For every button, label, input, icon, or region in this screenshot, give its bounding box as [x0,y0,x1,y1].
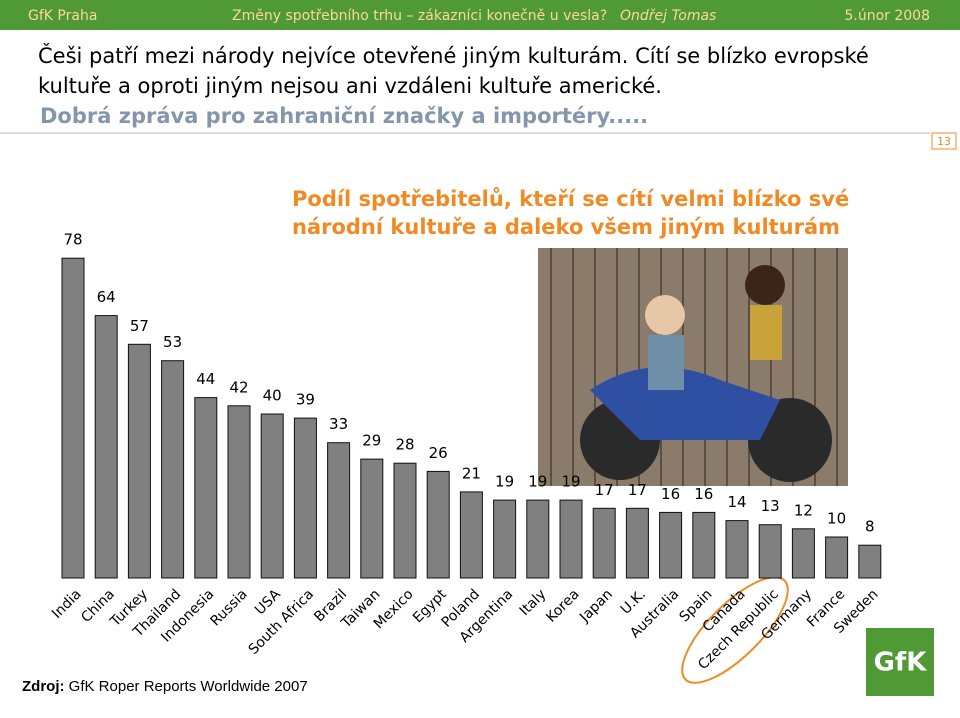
logo-box [866,628,934,696]
bar [127,343,151,579]
value-label: 29 [362,432,381,450]
value-label: 16 [694,485,713,503]
value-label: 40 [263,387,282,405]
bar [327,442,351,579]
bar [559,499,583,579]
value-label: 39 [296,391,315,409]
source: Zdroj: GfK Roper Reports Worldwide 2007 [22,678,308,695]
header-date: 5.únor 2008 [844,8,930,24]
header-org: GfK Praha [28,8,97,24]
value-label: 10 [827,510,846,528]
value-label: 44 [196,370,215,388]
bar [260,413,284,579]
bar [825,536,849,579]
header-topic: Změny spotřebního trhu – zákazníci koneč… [232,8,607,24]
bar [459,491,483,579]
bar [592,507,616,579]
bar [61,257,85,579]
page-number: 13 [937,135,951,148]
headline: kultuře a oproti jiným nejsou ani vzdále… [38,74,662,98]
headline-highlight: Dobrá zpráva pro zahraniční značky a imp… [40,104,648,128]
bar [758,524,782,579]
value-label: 19 [561,473,580,491]
value-label: 57 [130,317,149,335]
chart-title: národní kultuře a daleko všem jiným kult… [292,215,840,239]
bar [625,507,649,579]
value-label: 8 [865,518,875,536]
headline: Češi patří mezi národy nejvíce otevřené … [38,43,869,68]
category-label: Japan [576,586,616,626]
value-label: 12 [794,501,813,519]
source-label: Zdroj: [22,678,65,695]
bar [725,520,749,579]
value-label: 17 [595,481,614,499]
highlight-ring [681,576,789,684]
header-bar [0,0,960,30]
source-text: GfK Roper Reports Worldwide 2007 [69,678,308,695]
bar [194,397,218,579]
value-label: 42 [229,378,248,396]
bar [692,511,716,579]
bar [94,315,118,579]
bar [293,417,317,579]
bar [426,470,450,579]
bar [393,462,417,579]
value-label: 16 [661,485,680,503]
value-label: 53 [163,333,182,351]
logo: GfK [874,648,928,678]
bar [360,458,384,579]
value-label: 28 [395,436,414,454]
value-label: 33 [329,415,348,433]
page-number-box [931,132,957,150]
bar [791,528,815,579]
value-label: 14 [727,493,746,511]
value-label: 26 [429,444,448,462]
category-label: Russia [208,586,251,629]
value-label: 17 [628,481,647,499]
value-label: 19 [495,473,514,491]
value-label: 78 [63,231,82,249]
bar [526,499,550,579]
value-label: 64 [97,288,116,306]
bar [493,499,517,579]
bar [858,544,882,579]
chart-title: Podíl spotřebitelů, kteří se cítí velmi … [292,187,849,211]
bar [161,360,185,579]
value-label: 19 [528,473,547,491]
category-label: Korea [543,586,582,625]
bar [659,511,683,579]
header-author: Ondřej Tomas [620,8,716,24]
value-label: 21 [462,464,481,482]
photo [538,248,848,486]
value-label: 13 [761,497,780,515]
bar [227,405,251,579]
